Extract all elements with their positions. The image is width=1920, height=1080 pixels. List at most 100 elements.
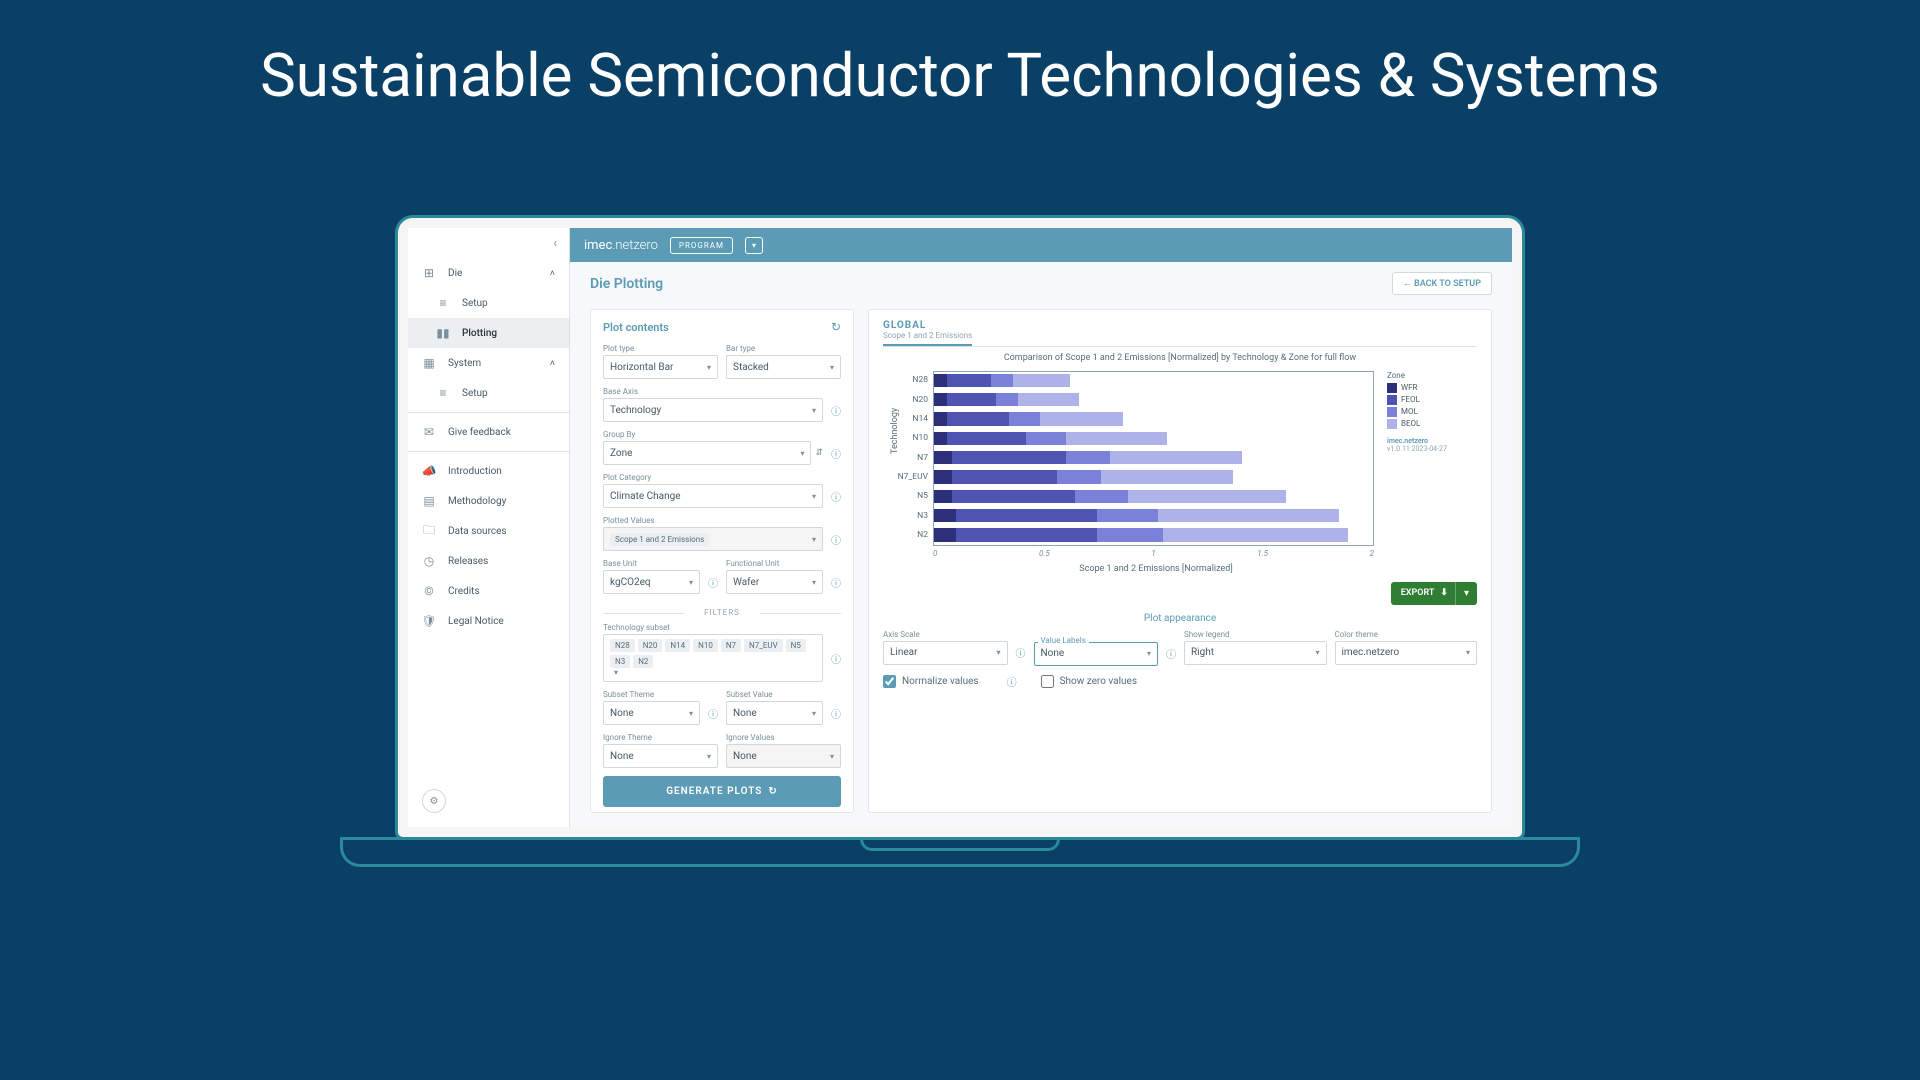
x-tick: 1 — [1151, 549, 1155, 558]
chart-watermark: imec.netzerov1.0.11 2023-04-27 — [1387, 437, 1477, 453]
tech-subset-select[interactable]: N28N20N14N10N7N7_EUVN5N3N2▾ — [603, 634, 823, 682]
export-button[interactable]: EXPORT⬇ — [1391, 582, 1458, 605]
value-labels-select[interactable]: None▾ — [1034, 642, 1159, 666]
ignore-theme-select[interactable]: None▾ — [603, 744, 718, 768]
plot-type-select[interactable]: Horizontal Bar▾ — [603, 355, 718, 379]
export-dropdown[interactable]: ▾ — [1455, 582, 1477, 605]
sidebar-system-setup[interactable]: ≡Setup — [408, 378, 569, 408]
base-unit-label: Base Unit — [603, 559, 718, 568]
settings-gear[interactable]: ⚙ — [422, 789, 446, 813]
sidebar-data[interactable]: 🗀Data sources — [408, 516, 569, 546]
swap-icon[interactable]: ⇵ — [815, 448, 823, 458]
bar-segment — [1009, 412, 1040, 426]
plot-contents-title: Plot contents — [603, 321, 669, 334]
tech-chip[interactable]: N5 — [786, 639, 806, 652]
subset-theme-label: Subset Theme — [603, 690, 718, 699]
tech-chip[interactable]: N20 — [638, 639, 663, 652]
info-icon[interactable]: ⓘ — [831, 403, 841, 418]
tech-chip[interactable]: N7 — [721, 639, 741, 652]
x-tick: 0 — [933, 549, 937, 558]
bar-segment — [1057, 470, 1101, 484]
info-icon[interactable]: ⓘ — [831, 532, 841, 547]
base-axis-select[interactable]: Technology▾ — [603, 398, 823, 422]
sidebar-credits[interactable]: ©Credits — [408, 576, 569, 606]
sidebar-die[interactable]: ⊞Die˄ — [408, 258, 569, 288]
shield-icon: 🛡 — [422, 614, 436, 628]
sidebar-intro[interactable]: 📣Introduction — [408, 456, 569, 486]
tech-chip[interactable]: N10 — [693, 639, 718, 652]
refresh-icon[interactable]: ↻ — [831, 320, 841, 334]
sidebar-die-plotting[interactable]: ▮▮Plotting — [408, 318, 569, 348]
info-icon[interactable]: ⓘ — [831, 446, 841, 461]
show-zero-checkbox[interactable]: Show zero values — [1041, 675, 1137, 688]
generate-plots-button[interactable]: GENERATE PLOTS↻ — [603, 776, 841, 807]
chart-title: Comparison of Scope 1 and 2 Emissions [N… — [883, 353, 1477, 365]
program-dropdown[interactable]: ▾ — [745, 237, 763, 254]
bar-category-label: N7_EUV — [886, 472, 928, 482]
tech-chip[interactable]: N7_EUV — [744, 639, 783, 652]
copyright-icon: © — [422, 584, 436, 598]
group-by-select[interactable]: Zone▾ — [603, 441, 811, 465]
bar-category-label: N10 — [886, 433, 928, 443]
subset-value-label: Subset Value — [726, 690, 841, 699]
bar-segment — [934, 490, 952, 504]
tech-chip[interactable]: N2 — [633, 655, 653, 668]
axis-scale-select[interactable]: Linear▾ — [883, 641, 1008, 665]
back-to-setup-button[interactable]: ← BACK TO SETUP — [1392, 272, 1492, 295]
sliders-icon: ≡ — [436, 296, 450, 310]
bar-segment — [1110, 451, 1242, 465]
chart-legend: Zone WFRFEOLMOLBEOL imec.netzerov1.0.11 … — [1387, 371, 1477, 574]
subset-value-select[interactable]: None▾ — [726, 701, 823, 725]
show-legend-select[interactable]: Right▾ — [1184, 641, 1327, 665]
info-icon[interactable]: ⓘ — [1016, 645, 1026, 660]
show-legend-label: Show legend — [1184, 630, 1327, 639]
value-labels-label: Value Labels — [1038, 636, 1089, 645]
bar-row: N28 — [934, 371, 1374, 390]
bar-type-select[interactable]: Stacked▾ — [726, 355, 841, 379]
global-tab[interactable]: GLOBALScope 1 and 2 Emissions — [883, 320, 972, 346]
megaphone-icon: 📣 — [422, 464, 436, 478]
info-icon[interactable]: ⓘ — [831, 489, 841, 504]
bar-segment — [947, 393, 995, 407]
func-unit-select[interactable]: Wafer▾ — [726, 570, 823, 594]
sidebar-feedback[interactable]: ✉Give feedback — [408, 417, 569, 447]
tech-chip[interactable]: N3 — [610, 655, 630, 668]
info-icon[interactable]: ⓘ — [1007, 674, 1017, 689]
x-axis-label: Scope 1 and 2 Emissions [Normalized] — [933, 564, 1379, 574]
base-unit-select[interactable]: kgCO2eq▾ — [603, 570, 700, 594]
normalize-checkbox[interactable]: Normalize values — [883, 675, 979, 688]
sidebar-collapse[interactable]: ‹ — [408, 228, 569, 258]
bar-segment — [1026, 432, 1066, 446]
info-icon[interactable]: ⓘ — [831, 706, 841, 721]
info-icon[interactable]: ⓘ — [831, 651, 841, 666]
info-icon[interactable]: ⓘ — [831, 575, 841, 590]
main-area: imec.netzero PROGRAM ▾ Die Plotting ← BA… — [570, 228, 1512, 827]
plot-category-select[interactable]: Climate Change▾ — [603, 484, 823, 508]
mail-icon: ✉ — [422, 425, 436, 439]
sidebar-system[interactable]: ▦System˄ — [408, 348, 569, 378]
sidebar-die-setup[interactable]: ≡Setup — [408, 288, 569, 318]
bar-row: N5 — [934, 487, 1374, 506]
bar-category-label: N5 — [886, 491, 928, 501]
color-theme-select[interactable]: imec.netzero▾ — [1335, 641, 1478, 665]
bar-category-label: N28 — [886, 375, 928, 385]
sidebar-method[interactable]: ▤Methodology — [408, 486, 569, 516]
slide-title: Sustainable Semiconductor Technologies &… — [0, 0, 1920, 111]
info-icon[interactable]: ⓘ — [708, 575, 718, 590]
color-theme-label: Color theme — [1335, 630, 1478, 639]
sidebar-releases[interactable]: ◷Releases — [408, 546, 569, 576]
sidebar-legal[interactable]: 🛡Legal Notice — [408, 606, 569, 636]
info-icon[interactable]: ⓘ — [708, 706, 718, 721]
bar-row: N10 — [934, 429, 1374, 448]
program-button[interactable]: PROGRAM — [670, 237, 733, 254]
bar-segment — [1013, 374, 1070, 388]
plot-type-label: Plot type — [603, 344, 718, 353]
bar-segment — [947, 374, 991, 388]
bar-segment — [952, 490, 1075, 504]
subset-theme-select[interactable]: None▾ — [603, 701, 700, 725]
plot-appearance-title: Plot appearance — [883, 613, 1477, 624]
clock-icon: ◷ — [422, 554, 436, 568]
tech-chip[interactable]: N14 — [665, 639, 690, 652]
tech-chip[interactable]: N28 — [610, 639, 635, 652]
info-icon[interactable]: ⓘ — [1166, 646, 1176, 661]
